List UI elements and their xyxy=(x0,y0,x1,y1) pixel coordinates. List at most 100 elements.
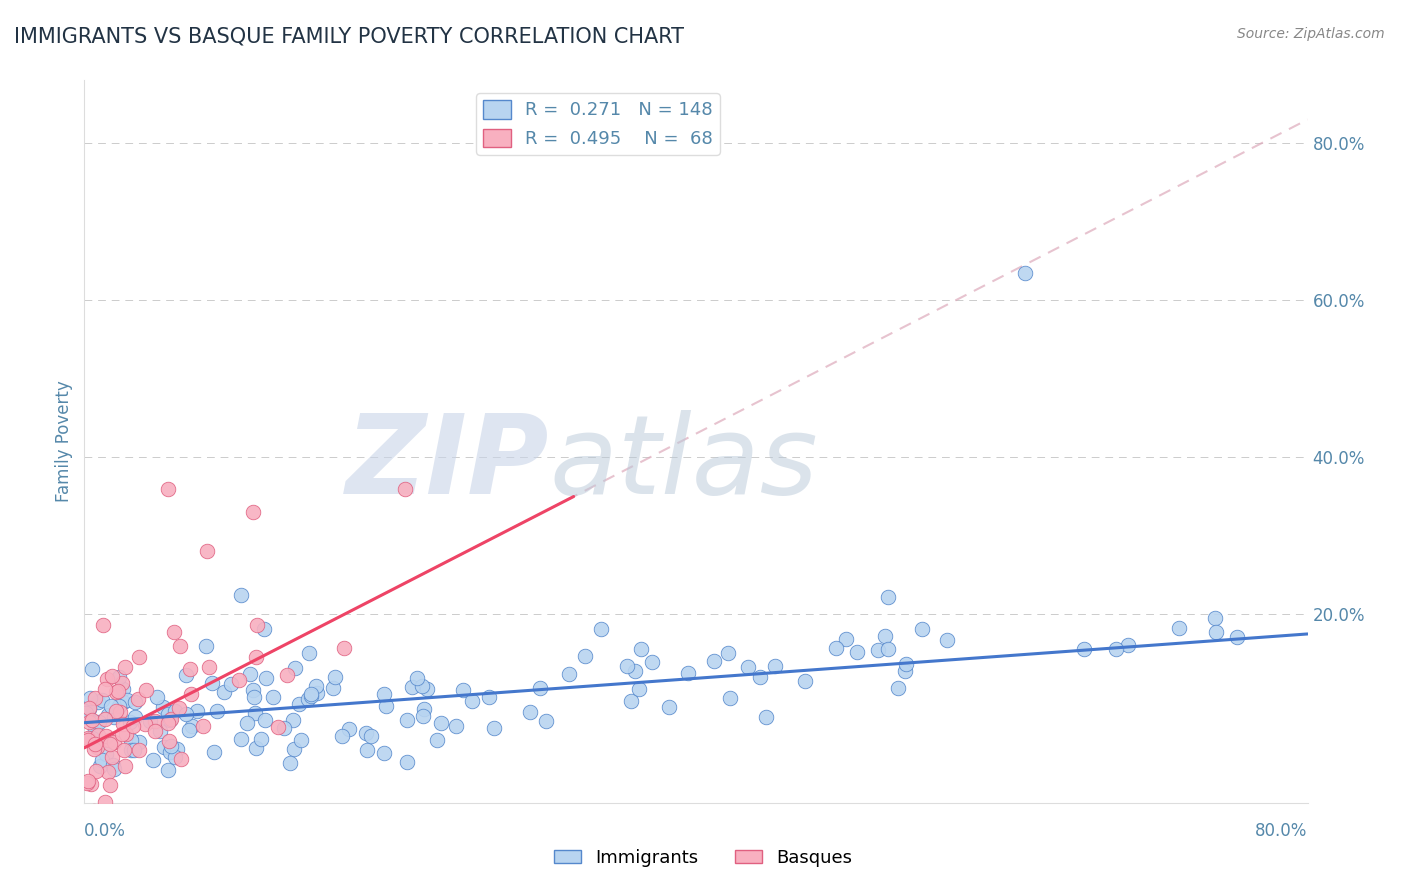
Point xyxy=(284,661,307,675)
Point xyxy=(755,710,778,724)
Point xyxy=(76,732,98,747)
Point xyxy=(143,714,166,728)
Point xyxy=(283,741,305,756)
Point xyxy=(195,544,218,558)
Point xyxy=(1116,638,1139,652)
Point xyxy=(174,706,197,721)
Point xyxy=(91,693,114,707)
Y-axis label: Family Poverty: Family Poverty xyxy=(55,381,73,502)
Point xyxy=(163,704,186,718)
Point xyxy=(325,670,347,684)
Legend: Immigrants, Basques: Immigrants, Basques xyxy=(547,842,859,874)
Text: ZIP: ZIP xyxy=(346,409,550,516)
Point xyxy=(108,705,131,719)
Point xyxy=(177,723,200,738)
Point xyxy=(624,664,647,678)
Point xyxy=(111,676,134,690)
Point xyxy=(253,622,276,636)
Point xyxy=(198,659,221,673)
Point xyxy=(97,733,120,747)
Point xyxy=(122,719,145,733)
Point xyxy=(96,672,118,686)
Point xyxy=(83,690,105,705)
Point xyxy=(619,694,641,708)
Point xyxy=(77,731,100,746)
Point xyxy=(84,714,107,729)
Point xyxy=(94,712,117,726)
Point xyxy=(333,641,356,656)
Point xyxy=(112,717,135,731)
Point xyxy=(91,754,114,768)
Point xyxy=(415,681,437,696)
Point xyxy=(93,682,115,697)
Point xyxy=(640,655,662,669)
Point xyxy=(290,733,312,747)
Point xyxy=(375,698,398,713)
Point xyxy=(179,662,201,676)
Point xyxy=(124,743,146,757)
Point xyxy=(411,679,433,693)
Point xyxy=(396,755,419,769)
Point xyxy=(124,710,146,724)
Point xyxy=(201,675,224,690)
Point xyxy=(152,700,174,714)
Point xyxy=(107,684,129,698)
Point xyxy=(1105,642,1128,657)
Point xyxy=(763,658,786,673)
Point xyxy=(278,756,301,770)
Point xyxy=(307,686,329,700)
Point xyxy=(228,673,250,687)
Point xyxy=(299,689,322,703)
Point xyxy=(262,690,284,705)
Point xyxy=(253,713,276,727)
Point xyxy=(84,737,107,751)
Point xyxy=(163,750,186,764)
Point xyxy=(231,731,253,746)
Point xyxy=(167,701,190,715)
Point xyxy=(444,719,467,733)
Point xyxy=(482,721,505,735)
Point xyxy=(245,650,267,665)
Point xyxy=(159,745,181,759)
Point xyxy=(112,695,135,709)
Point xyxy=(243,706,266,720)
Point xyxy=(114,659,136,673)
Point xyxy=(100,669,122,683)
Point xyxy=(112,682,135,697)
Point xyxy=(297,691,319,706)
Point xyxy=(128,650,150,665)
Point xyxy=(156,706,179,721)
Point xyxy=(166,742,188,756)
Point xyxy=(875,629,897,643)
Point xyxy=(298,646,321,660)
Point xyxy=(82,713,104,727)
Point xyxy=(103,762,125,776)
Point xyxy=(678,666,700,681)
Point xyxy=(242,683,264,698)
Point xyxy=(186,704,208,718)
Point xyxy=(91,618,114,632)
Text: Source: ZipAtlas.com: Source: ZipAtlas.com xyxy=(1237,27,1385,41)
Point xyxy=(115,693,138,707)
Point xyxy=(886,681,908,696)
Point xyxy=(96,730,118,744)
Point xyxy=(86,727,108,741)
Point xyxy=(157,715,180,730)
Point xyxy=(717,646,740,660)
Point xyxy=(163,624,186,639)
Point xyxy=(846,645,869,659)
Point xyxy=(627,681,650,696)
Point xyxy=(94,747,117,762)
Point xyxy=(174,667,197,681)
Point xyxy=(412,709,434,723)
Point xyxy=(373,746,395,760)
Point xyxy=(1204,611,1226,625)
Text: atlas: atlas xyxy=(550,409,818,516)
Point xyxy=(426,732,449,747)
Point xyxy=(77,702,100,716)
Point xyxy=(89,759,111,773)
Point xyxy=(212,685,235,699)
Point xyxy=(97,708,120,723)
Point xyxy=(430,716,453,731)
Point xyxy=(87,695,110,709)
